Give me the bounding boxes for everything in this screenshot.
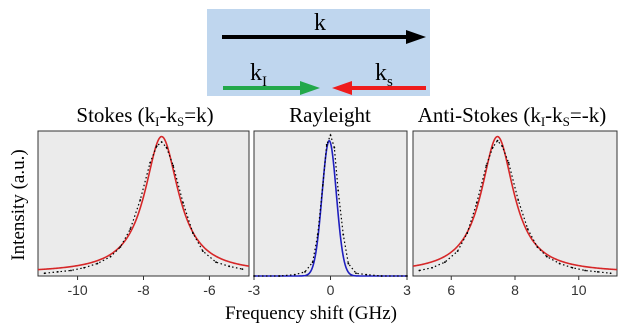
fit-curve bbox=[37, 135, 250, 271]
x-tick-label: -8 bbox=[137, 282, 150, 298]
measured-point bbox=[485, 164, 488, 167]
measured-point bbox=[545, 255, 548, 258]
measured-point bbox=[149, 161, 151, 164]
measured-point bbox=[558, 262, 561, 265]
measured-point bbox=[571, 266, 574, 269]
measured-point bbox=[160, 141, 163, 143]
measured-point bbox=[304, 270, 306, 273]
measured-point bbox=[165, 146, 168, 149]
measured-point bbox=[406, 275, 408, 277]
measured-point bbox=[333, 146, 336, 149]
fit-curve bbox=[412, 135, 618, 271]
measured-point bbox=[329, 134, 332, 137]
x-tick-label: 8 bbox=[511, 282, 519, 298]
measured-point bbox=[609, 272, 612, 275]
measured-point bbox=[365, 273, 368, 276]
measured-point bbox=[517, 199, 520, 201]
measured-point bbox=[201, 250, 204, 253]
measured-point bbox=[192, 232, 194, 235]
measured-point bbox=[228, 265, 231, 268]
x-tick-label: 6 bbox=[447, 282, 455, 298]
panel-stokes: -10 -8 -6 bbox=[37, 130, 250, 298]
x-tick-label: 10 bbox=[571, 282, 587, 298]
x-tick-label: -6 bbox=[203, 282, 216, 298]
x-tick-label: -3 bbox=[248, 282, 261, 298]
measured-point bbox=[325, 143, 328, 146]
measured-point bbox=[418, 269, 421, 272]
ks-arrowhead bbox=[332, 81, 352, 95]
k-label: k bbox=[314, 10, 326, 36]
measured-point bbox=[337, 189, 340, 192]
panel-title-antistokes: Anti-Stokes (kI-kS=-k) bbox=[418, 103, 607, 129]
measured-point bbox=[316, 233, 319, 236]
measured-point bbox=[596, 270, 599, 273]
measured-point bbox=[172, 164, 175, 167]
plot-area bbox=[253, 130, 408, 277]
measured-point bbox=[443, 261, 446, 264]
measured-point bbox=[241, 268, 244, 270]
measured-point bbox=[475, 201, 478, 204]
kI-arrowhead bbox=[300, 81, 320, 95]
plot-area bbox=[37, 130, 250, 277]
measured-point bbox=[526, 228, 529, 230]
measured-point bbox=[311, 261, 314, 264]
measured-point bbox=[584, 269, 587, 272]
measured-point bbox=[70, 269, 72, 272]
measured-point bbox=[293, 273, 296, 276]
panel-rayleigh: -3 0 3 bbox=[248, 130, 411, 298]
measured-point bbox=[536, 246, 539, 248]
panel-title-stokes: Stokes (kI-kS=k) bbox=[76, 103, 213, 129]
panel-antistokes: 6 8 10 bbox=[412, 130, 618, 298]
wavevector-diagram: k kI ks bbox=[207, 9, 430, 96]
measured-point bbox=[96, 262, 99, 265]
measured-point bbox=[380, 275, 383, 277]
measured-point bbox=[491, 146, 494, 149]
x-tick-label: 0 bbox=[327, 282, 335, 298]
measured-point bbox=[466, 232, 469, 235]
measured-point bbox=[155, 145, 158, 148]
measured-point bbox=[109, 255, 112, 258]
y-axis-label: Intensity (a.u.) bbox=[8, 149, 29, 260]
measured-point bbox=[321, 183, 324, 186]
measured-point bbox=[253, 275, 255, 277]
panel-title-rayleigh: Rayleight bbox=[289, 103, 371, 127]
measured-point bbox=[501, 145, 504, 148]
measured-point bbox=[119, 246, 122, 248]
measured-point bbox=[347, 262, 350, 265]
measured-point bbox=[496, 139, 499, 142]
x-axis-label: Frequency shift (GHz) bbox=[225, 303, 397, 324]
measured-point bbox=[215, 261, 217, 264]
measured-point bbox=[355, 272, 357, 275]
measured-point bbox=[43, 272, 46, 275]
measured-point bbox=[182, 201, 184, 204]
measured-point bbox=[342, 233, 345, 236]
diagram-box bbox=[207, 9, 430, 96]
x-tick-label: 3 bbox=[403, 282, 411, 298]
plot-area bbox=[412, 130, 618, 277]
measured-point bbox=[456, 250, 459, 253]
measured-point bbox=[129, 228, 132, 230]
measured-point bbox=[278, 275, 281, 277]
measured-point bbox=[83, 266, 86, 269]
x-tick-label: -10 bbox=[67, 282, 87, 298]
ks-label: ks bbox=[375, 60, 393, 90]
measured-point bbox=[431, 266, 434, 269]
measured-point bbox=[139, 199, 142, 201]
kI-label: kI bbox=[250, 60, 267, 90]
measured-point bbox=[56, 270, 59, 273]
measured-spectrum bbox=[44, 141, 243, 274]
k-arrowhead bbox=[406, 30, 426, 44]
measured-point bbox=[507, 161, 510, 164]
